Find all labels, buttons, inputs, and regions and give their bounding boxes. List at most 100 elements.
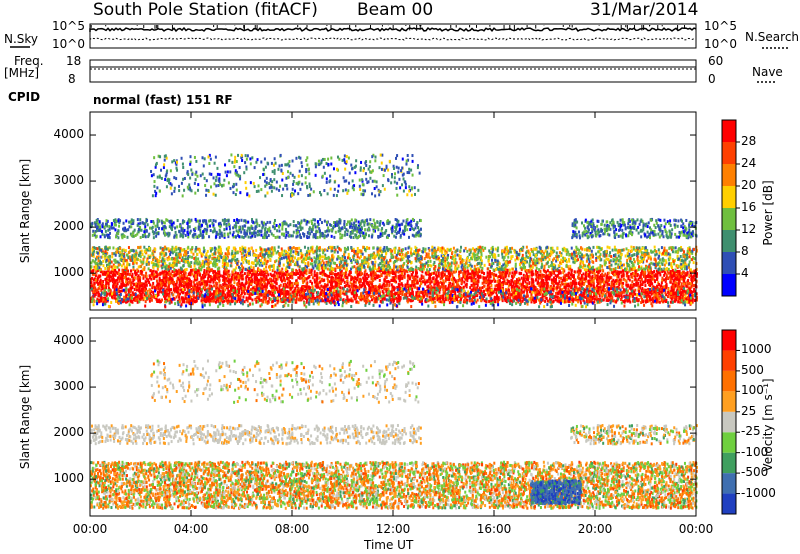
range-gate-cell — [288, 273, 290, 276]
range-gate-cell — [308, 275, 310, 278]
range-gate-cell — [586, 285, 588, 288]
range-gate-cell — [574, 270, 576, 273]
range-gate-cell — [508, 280, 510, 283]
range-gate-cell — [274, 271, 276, 274]
range-gate-cell — [222, 286, 224, 289]
range-gate-cell — [610, 285, 612, 288]
range-gate-cell — [388, 274, 390, 277]
range-gate-cell — [531, 274, 533, 277]
range-gate-cell — [276, 272, 278, 275]
range-gate-cell — [565, 286, 567, 289]
range-gate-cell — [312, 300, 314, 303]
range-gate-cell — [198, 287, 200, 290]
range-gate-cell — [558, 276, 560, 279]
range-gate-cell — [186, 300, 188, 303]
range-gate-cell — [213, 284, 215, 287]
range-gate-cell — [603, 298, 605, 301]
range-gate-cell — [415, 291, 417, 294]
range-gate-cell — [130, 300, 132, 303]
range-gate-cell — [608, 272, 610, 275]
range-gate-cell — [621, 296, 623, 299]
range-gate-cell — [290, 272, 292, 275]
range-gate-cell — [623, 273, 625, 276]
strip-lines — [90, 25, 696, 69]
range-gate-cell — [485, 300, 487, 303]
range-gate-cell — [434, 301, 436, 304]
range-gate-cell — [319, 276, 321, 279]
range-gate-cell — [629, 279, 631, 282]
range-gate-cell — [547, 269, 549, 272]
range-gate-cell — [661, 281, 663, 284]
range-gate-cell — [659, 301, 661, 304]
range-gate-cell — [235, 271, 237, 274]
range-gate-cell — [244, 272, 246, 275]
range-gate-cell — [177, 287, 179, 290]
range-gate-cell — [651, 271, 653, 274]
range-gate-cell — [653, 294, 655, 297]
range-gate-cell — [607, 296, 609, 299]
range-gate-cell — [566, 278, 568, 281]
range-gate-cell — [145, 272, 147, 275]
range-gate-cell — [234, 287, 236, 290]
range-gate-cell — [578, 271, 580, 274]
range-gate-cell — [343, 272, 345, 275]
range-gate-cell — [519, 283, 521, 286]
range-gate-cell — [463, 281, 465, 284]
range-gate-cell — [278, 275, 280, 278]
nsearch-line — [90, 38, 696, 40]
range-gate-cell — [479, 276, 481, 279]
range-gate-cell — [489, 275, 491, 278]
range-gate-cell — [495, 274, 497, 277]
range-gate-cell — [511, 275, 513, 278]
range-gate-cell — [469, 286, 471, 289]
range-gate-cell — [555, 292, 557, 295]
range-gate-cell — [371, 298, 373, 301]
range-gate-cell — [473, 279, 475, 282]
range-gate-cell — [168, 281, 170, 284]
range-gate-cell — [598, 275, 600, 278]
range-gate-cell — [568, 300, 570, 303]
range-gate-cell — [151, 299, 153, 302]
range-gate-cell — [677, 300, 679, 303]
range-gate-cell — [92, 269, 94, 272]
freq-strip-frame — [90, 60, 696, 82]
range-gate-cell — [592, 297, 594, 300]
range-gate-cell — [349, 288, 351, 291]
range-gate-cell — [379, 270, 381, 273]
range-gate-cell — [635, 278, 637, 281]
range-gate-cell — [509, 297, 511, 300]
range-gate-cell — [320, 293, 322, 296]
range-gate-cell — [392, 279, 394, 282]
range-gate-cell — [242, 295, 244, 298]
range-gate-cell — [508, 289, 510, 292]
range-gate-cell — [644, 284, 646, 287]
range-gate-cell — [523, 274, 525, 277]
range-gate-cell — [340, 289, 342, 292]
range-gate-cell — [180, 288, 182, 291]
range-gate-cell — [262, 300, 264, 303]
range-gate-cell — [556, 295, 558, 298]
range-gate-cell — [118, 269, 120, 272]
range-gate-cell — [146, 284, 148, 287]
range-gate-cell — [182, 300, 184, 303]
power-scatter — [90, 153, 698, 308]
range-gate-cell — [386, 273, 388, 276]
range-gate-cell — [296, 279, 298, 282]
range-gate-cell — [118, 272, 120, 275]
range-gate-cell — [350, 281, 352, 284]
range-gate-cell — [152, 296, 154, 299]
range-gate-cell — [583, 272, 585, 275]
range-gate-cell — [523, 291, 525, 294]
range-gate-cell — [629, 301, 631, 304]
range-gate-cell — [170, 272, 172, 275]
range-gate-cell — [661, 277, 663, 280]
range-gate-cell — [161, 299, 163, 302]
range-gate-cell — [487, 271, 489, 274]
range-gate-cell — [328, 275, 330, 278]
range-gate-cell — [693, 274, 695, 277]
range-gate-cell — [683, 280, 685, 283]
range-gate-cell — [233, 281, 235, 284]
range-gate-cell — [679, 270, 681, 273]
range-gate-cell — [562, 271, 564, 274]
range-gate-cell — [179, 292, 181, 295]
